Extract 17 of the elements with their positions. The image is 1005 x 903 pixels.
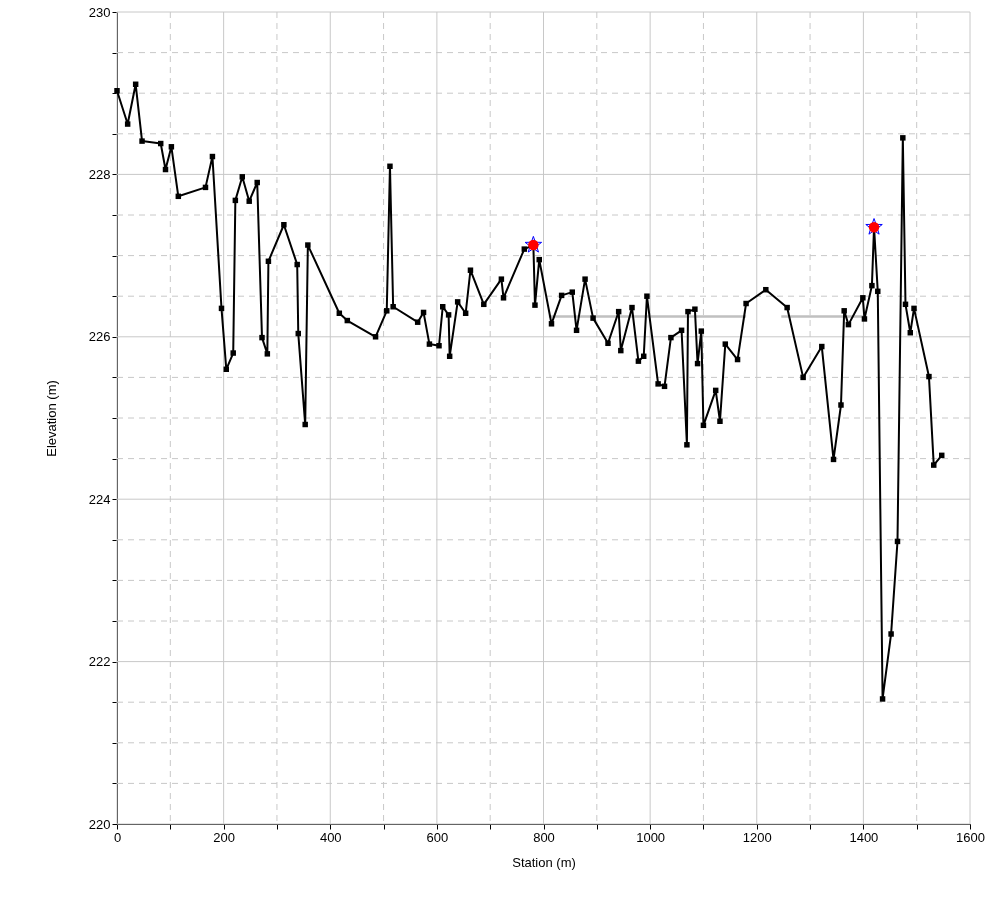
y-tick-label: 228 [88, 166, 111, 182]
x-tick-label: 1200 [742, 829, 772, 845]
x-tick-label: 1600 [956, 829, 985, 845]
y-tick-label: 226 [88, 329, 111, 345]
y-tick-label: 222 [88, 654, 111, 670]
x-tick-label: 400 [319, 829, 342, 845]
x-tick-label: 200 [213, 829, 235, 845]
x-tick-label: 1400 [849, 829, 879, 845]
y-tick-label: 224 [88, 491, 111, 507]
x-tick-label: 600 [426, 829, 449, 845]
x-tick-label: 1000 [636, 829, 666, 845]
x-axis-title: Station (m) [512, 854, 576, 870]
y-tick-label: 220 [88, 816, 111, 832]
x-tick-label: 0 [113, 829, 122, 845]
y-axis-title: Elevation (m) [43, 380, 59, 457]
x-tick-label: 800 [533, 829, 555, 845]
y-tick-label: 230 [88, 4, 111, 20]
